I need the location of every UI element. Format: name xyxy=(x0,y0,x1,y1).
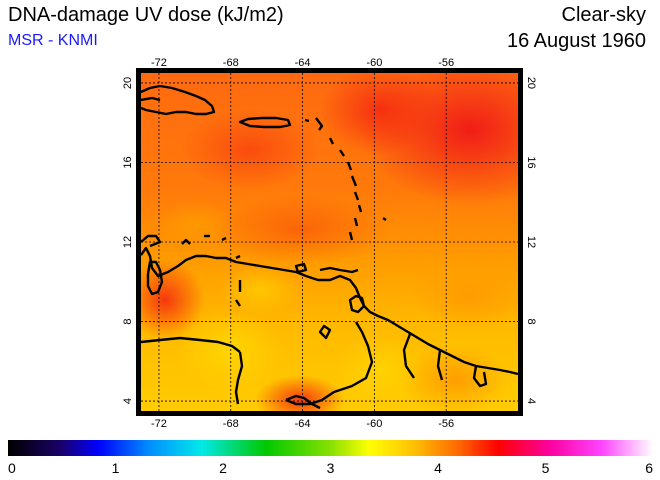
colorbar-tick-label: 2 xyxy=(219,460,227,476)
lat-tick-label-left: 8 xyxy=(122,318,134,324)
lat-tick-label-right: 4 xyxy=(525,398,537,404)
lon-tick-label-top: -68 xyxy=(223,57,239,69)
lon-tick-label-top: -60 xyxy=(366,57,382,69)
lon-tick-label-top: -56 xyxy=(438,57,454,69)
data-source-label: MSR - KNMI xyxy=(8,32,98,49)
colorbar-tick-label: 1 xyxy=(112,460,120,476)
colorbar-tick-label: 4 xyxy=(434,460,442,476)
puerto-rico-outline xyxy=(238,116,292,129)
colorbar-tick-label: 5 xyxy=(542,460,550,476)
sky-condition-label: Clear-sky xyxy=(561,4,646,26)
lat-tick-label-right: 20 xyxy=(525,77,537,89)
lon-tick-label-bottom: -60 xyxy=(366,418,382,430)
date-label: 16 August 1960 xyxy=(506,30,646,52)
south-america-coast xyxy=(141,246,518,376)
trinidad-outline xyxy=(348,294,366,314)
colorbar-labels: 0 1 2 3 4 5 6 xyxy=(8,460,653,476)
lake-maracaibo-outline xyxy=(146,260,164,296)
colorbar-tick-label: 0 xyxy=(8,460,16,476)
graticule xyxy=(141,73,518,411)
uv-field xyxy=(141,73,518,411)
hispaniola-outline xyxy=(141,84,216,116)
axis-ticks: -72 -72 -68 -68 -64 -64 -60 -60 -56 -56 4 4 8 8 12 12 16… xyxy=(122,57,537,430)
lon-tick-label-top: -64 xyxy=(295,57,311,69)
lon-tick-label-top: -72 xyxy=(151,57,167,69)
colorbar-tick-label: 3 xyxy=(327,460,335,476)
lat-tick-label-left: 12 xyxy=(122,236,134,248)
lat-tick-label-left: 4 xyxy=(122,398,134,404)
lon-tick-label-bottom: -68 xyxy=(223,418,239,430)
colorbar-tick-label: 6 xyxy=(645,460,653,476)
lat-tick-label-left: 20 xyxy=(122,77,134,89)
coastlines xyxy=(141,84,518,410)
lat-tick-label-left: 16 xyxy=(122,156,134,168)
lon-tick-label-bottom: -56 xyxy=(438,418,454,430)
colorbar: 0 1 2 3 4 5 6 xyxy=(8,440,653,476)
lon-tick-label-bottom: -64 xyxy=(295,418,311,430)
lat-tick-label-right: 8 xyxy=(525,318,537,324)
lat-tick-label-right: 12 xyxy=(525,236,537,248)
lon-tick-label-bottom: -72 xyxy=(151,418,167,430)
colorbar-gradient xyxy=(8,440,653,456)
map-title: DNA-damage UV dose (kJ/m2) xyxy=(8,4,284,26)
lat-tick-label-right: 16 xyxy=(525,156,537,168)
